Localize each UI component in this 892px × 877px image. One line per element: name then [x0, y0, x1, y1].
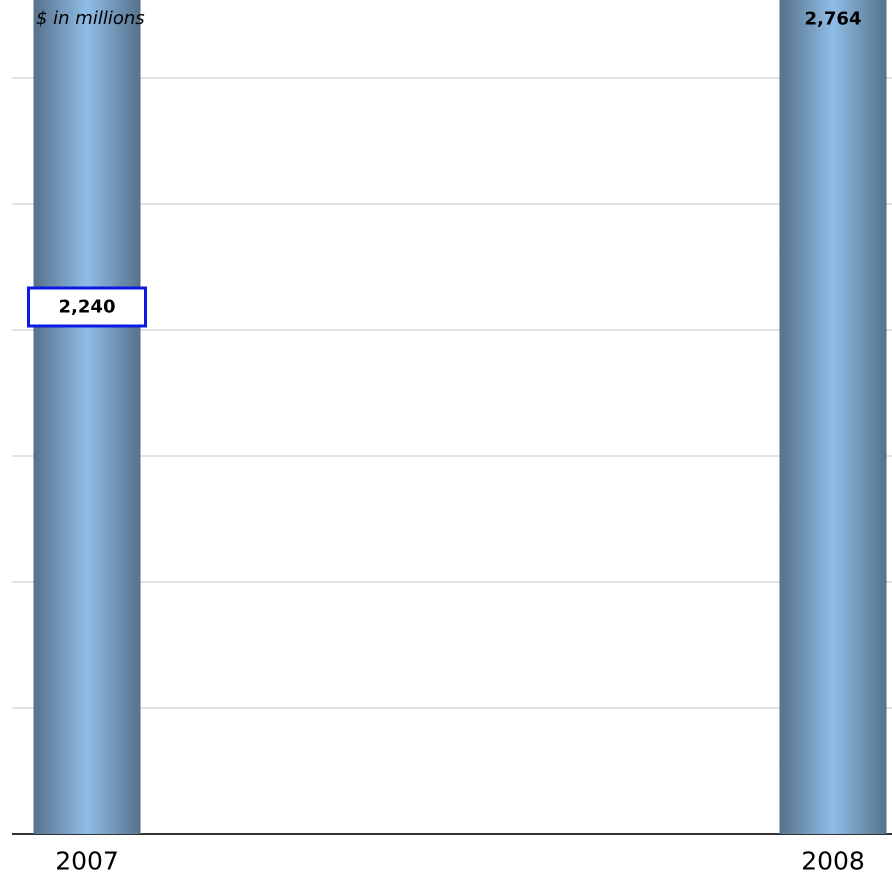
bar-shade — [779, 0, 887, 834]
total-label: 2,240 — [27, 286, 147, 328]
x-category-label: 2007 — [55, 846, 119, 876]
bar-shade — [33, 0, 141, 834]
subtitle: $ in millions — [36, 8, 145, 29]
x-category-label: 2008 — [801, 846, 865, 876]
total-label: 2,764 — [804, 8, 862, 30]
